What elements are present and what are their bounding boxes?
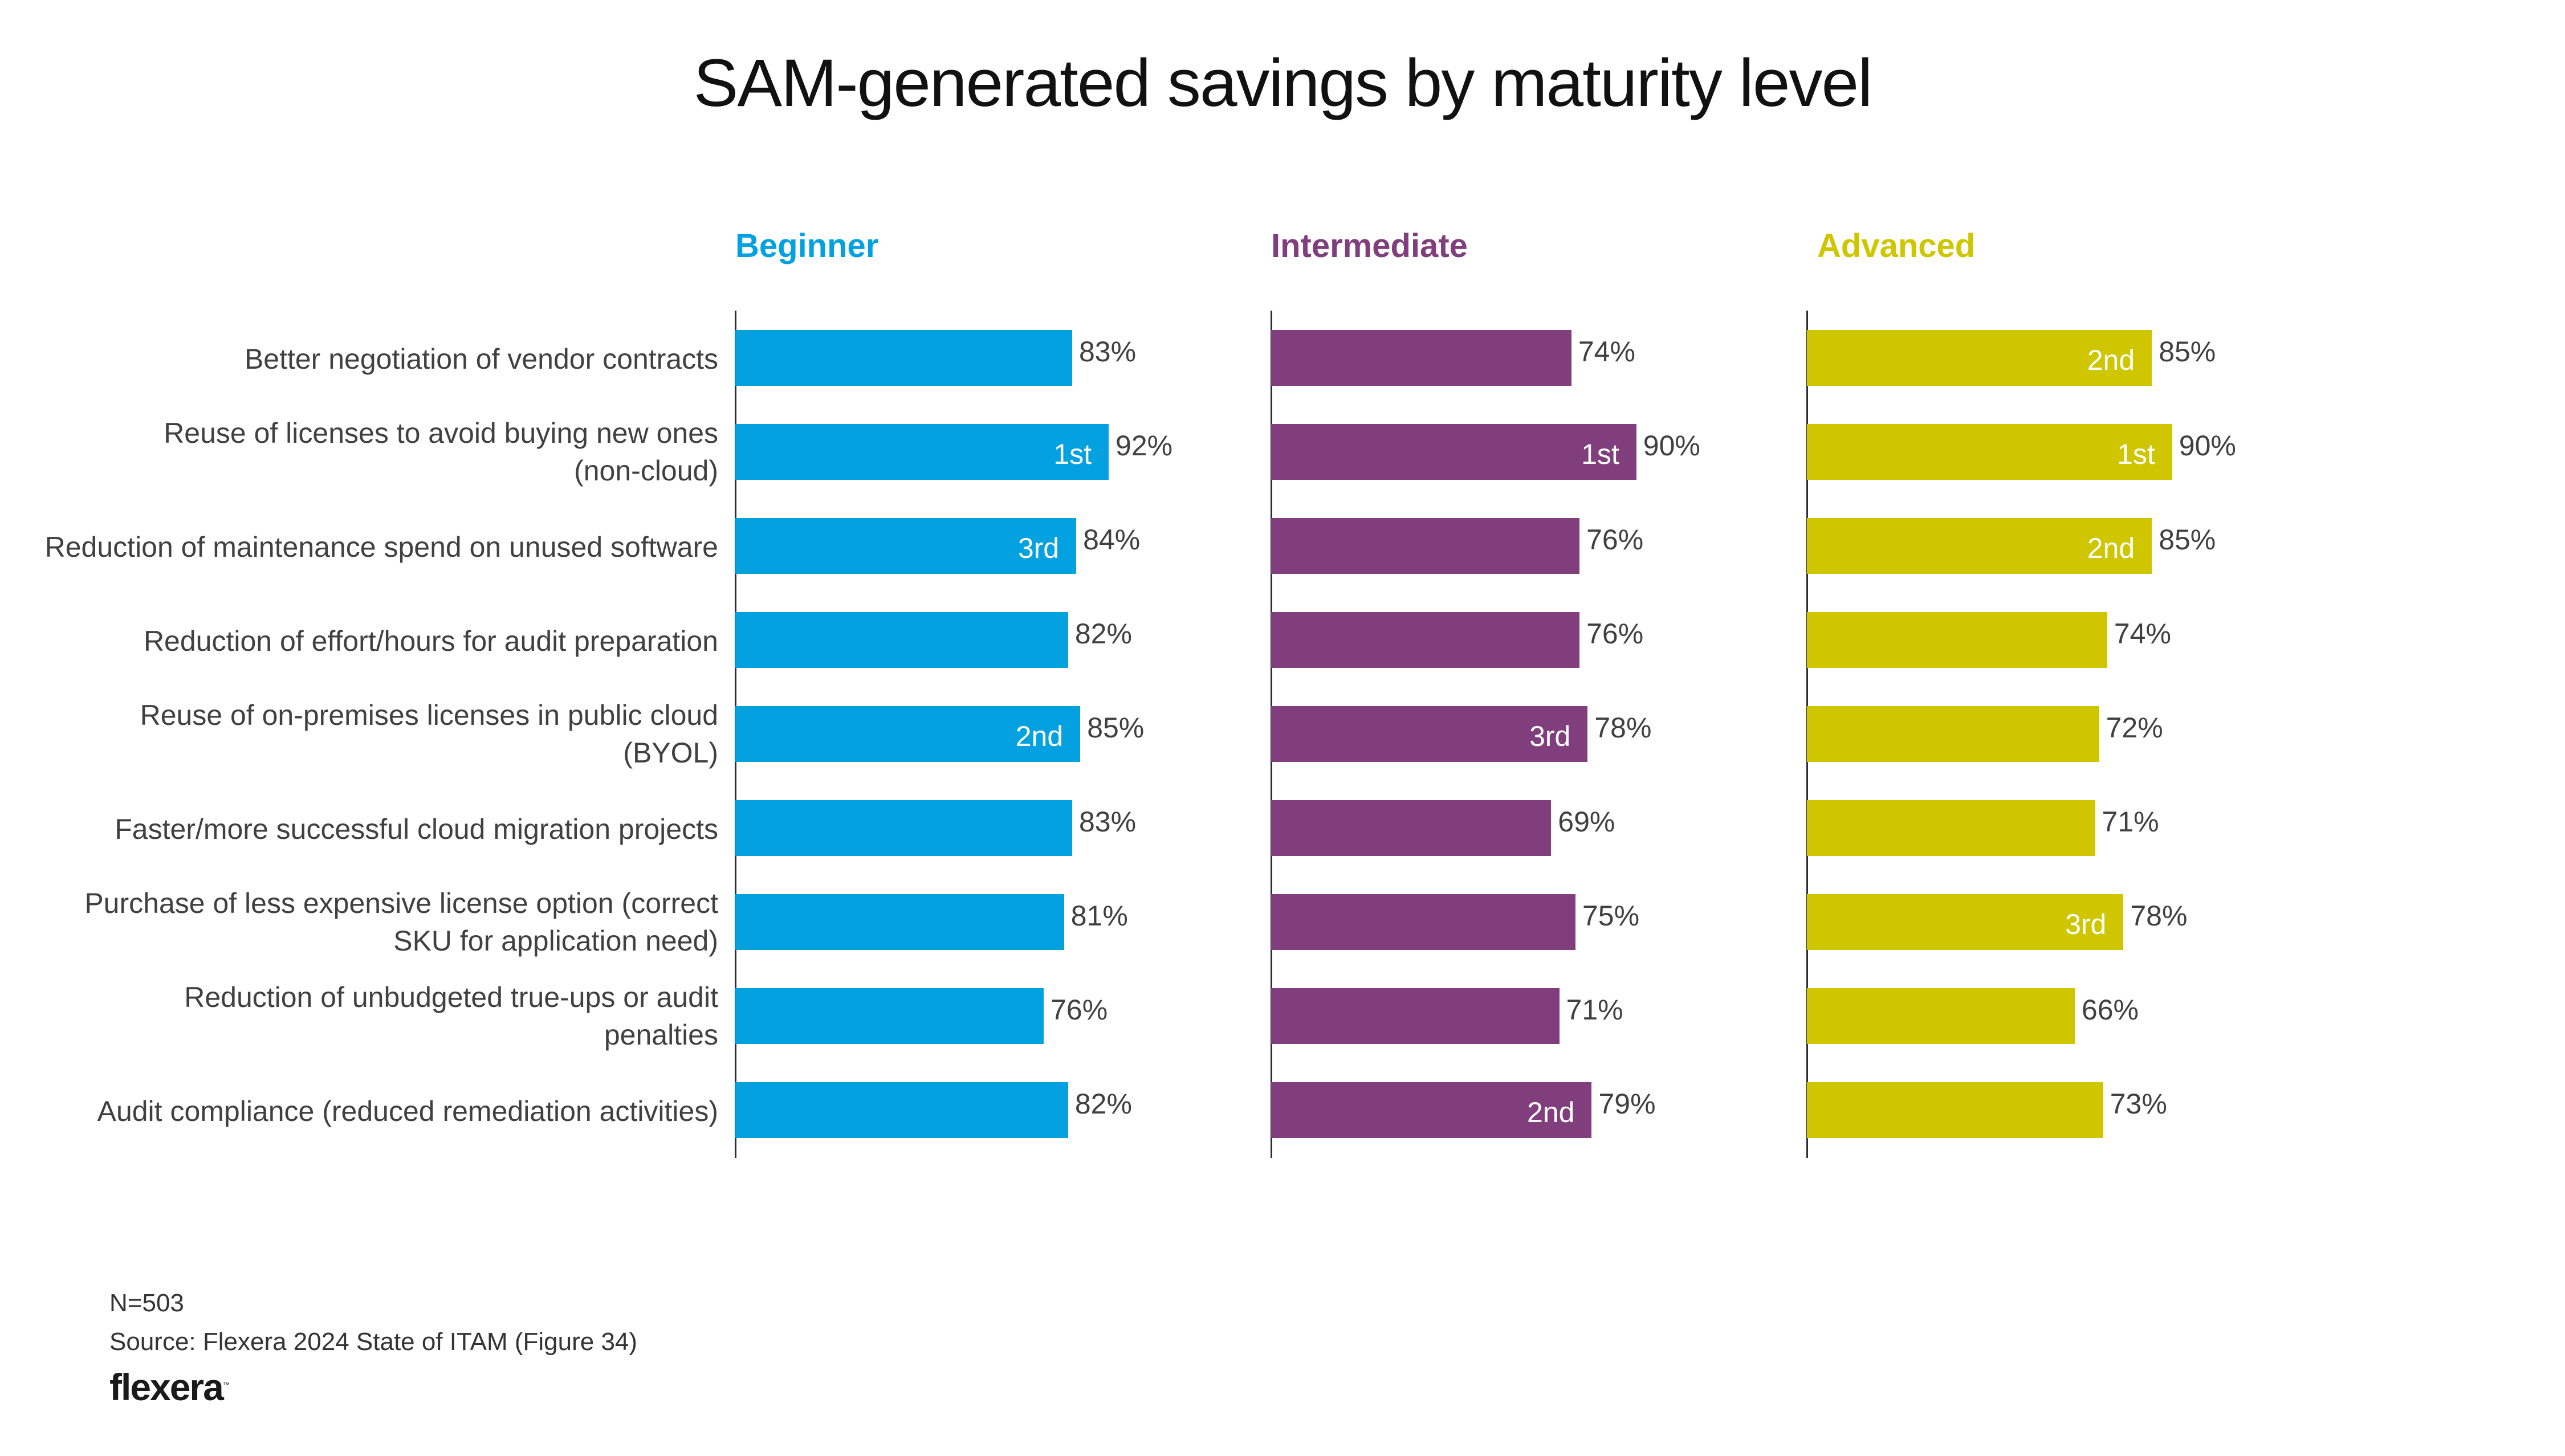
value-label: 76% <box>1586 618 1644 650</box>
value-label: 74% <box>2114 618 2171 650</box>
bar <box>1271 330 1571 386</box>
bar <box>735 612 1068 668</box>
value-label: 83% <box>1078 806 1137 838</box>
rank-label: 3rd <box>2065 908 2107 940</box>
sample-size-note: N=503 <box>109 1289 184 1317</box>
value-label: 71% <box>1566 994 1623 1026</box>
value-label: 73% <box>2110 1088 2167 1120</box>
bar <box>735 424 1109 480</box>
value-label: 74% <box>1578 336 1635 368</box>
value-label: 90% <box>2179 430 2236 462</box>
category-label: Reduction of effort/hours for audit prep… <box>143 625 718 657</box>
category-label: Better negotiation of vendor contracts <box>244 343 718 375</box>
value-label: 78% <box>1594 712 1652 744</box>
bar <box>1271 894 1575 950</box>
value-label: 78% <box>2130 900 2188 932</box>
bar <box>1807 612 2107 668</box>
value-label: 83% <box>1078 336 1137 368</box>
category-label: Reduction of unbudgeted true-ups or audi… <box>184 981 718 1051</box>
value-label: 92% <box>1115 430 1173 462</box>
bar <box>1807 330 2152 386</box>
series-header-intermediate: Intermediate <box>1271 227 1468 264</box>
value-label: 84% <box>1083 524 1141 556</box>
value-label: 79% <box>1598 1088 1656 1120</box>
category-label: Faster/more successful cloud migration p… <box>115 813 718 845</box>
bar <box>1271 612 1580 668</box>
bar <box>1807 424 2172 480</box>
category-label: Reuse of licenses to avoid buying new on… <box>164 417 718 487</box>
bar <box>1807 706 2099 762</box>
bar <box>1271 1082 1592 1138</box>
value-label: 71% <box>2102 806 2159 838</box>
value-label: 75% <box>1582 900 1640 932</box>
bar <box>1807 894 2124 950</box>
bar <box>1807 800 2095 856</box>
rank-label: 3rd <box>1529 720 1571 752</box>
bar <box>1271 518 1580 574</box>
value-label: 82% <box>1074 1088 1132 1120</box>
bar <box>1807 988 2075 1044</box>
category-label: Reduction of maintenance spend on unused… <box>44 531 718 563</box>
bar <box>735 988 1044 1044</box>
bar <box>735 518 1077 574</box>
rank-label: 2nd <box>1527 1096 1575 1128</box>
bar <box>735 800 1072 856</box>
rank-label: 2nd <box>2087 344 2135 376</box>
rank-label: 2nd <box>1015 720 1064 752</box>
value-label: 66% <box>2081 994 2139 1026</box>
trademark-mark: ™ <box>222 1381 230 1389</box>
series-header-advanced: Advanced <box>1817 227 1976 264</box>
category-label: Purchase of less expensive license optio… <box>84 887 718 957</box>
value-label: 90% <box>1643 430 1700 462</box>
bar <box>1271 706 1588 762</box>
value-label: 76% <box>1586 524 1644 556</box>
bar <box>1271 988 1560 1044</box>
value-label: 85% <box>1087 712 1145 744</box>
bar <box>1807 518 2152 574</box>
category-label: Audit compliance (reduced remediation ac… <box>97 1095 718 1127</box>
series-header-beginner: Beginner <box>735 227 879 264</box>
value-label: 85% <box>2159 336 2216 368</box>
value-label: 72% <box>2106 712 2163 744</box>
value-label: 85% <box>2159 524 2216 556</box>
rank-label: 1st <box>1581 438 1619 470</box>
flexera-logo: flexera™ <box>109 1365 230 1409</box>
value-label: 82% <box>1074 618 1132 650</box>
bar <box>735 1082 1068 1138</box>
source-note: Source: Flexera 2024 State of ITAM (Figu… <box>109 1328 638 1356</box>
rank-label: 1st <box>2117 438 2155 470</box>
chart-title: SAM-generated savings by maturity level <box>693 46 1873 121</box>
category-label: Reuse of on-premises licenses in public … <box>140 699 718 769</box>
bar <box>1807 1082 2103 1138</box>
value-label: 69% <box>1558 806 1615 838</box>
bar <box>1271 800 1552 856</box>
value-label: 76% <box>1051 994 1108 1026</box>
bar <box>735 706 1081 762</box>
value-label: 81% <box>1070 900 1128 932</box>
bar <box>1271 424 1636 480</box>
rank-label: 3rd <box>1017 532 1060 564</box>
rank-label: 2nd <box>2087 532 2135 564</box>
bar <box>735 894 1064 950</box>
rank-label: 1st <box>1053 438 1092 470</box>
bar <box>735 330 1072 386</box>
logo-text: flexera <box>109 1366 224 1408</box>
